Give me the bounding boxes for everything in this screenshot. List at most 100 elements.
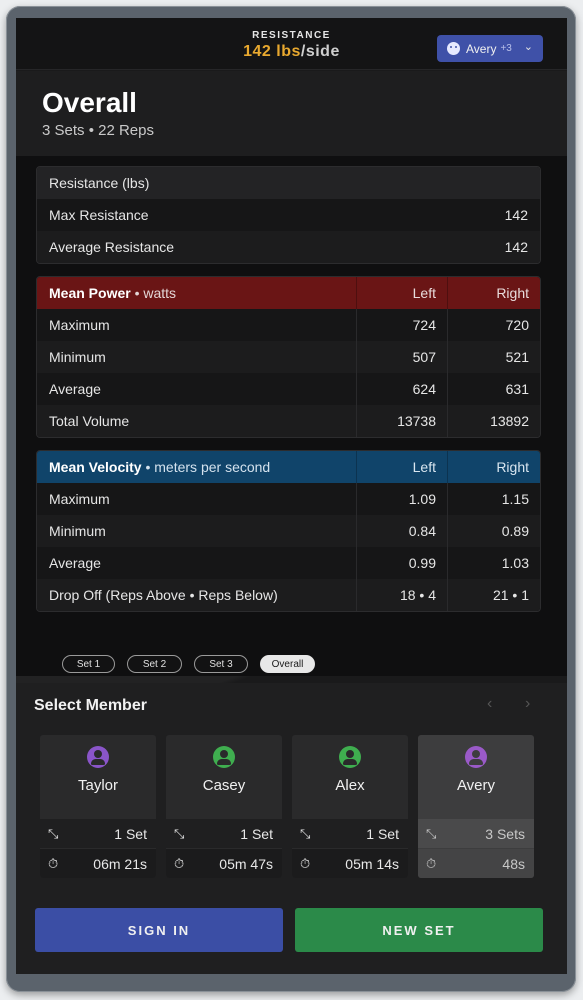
avatar-icon xyxy=(339,746,361,768)
chevron-left-icon[interactable]: ‹ xyxy=(487,695,493,712)
resistance-label: RESISTANCE xyxy=(252,30,331,41)
mean-velocity-unit: • meters per second xyxy=(141,459,271,475)
new-set-button[interactable]: NEW SET xyxy=(295,908,543,952)
tab-set-2[interactable]: Set 2 xyxy=(127,655,182,673)
section-title: Select Member xyxy=(34,697,147,714)
right-value: 0.89 xyxy=(447,515,540,547)
mean-power-title: Mean Power • watts xyxy=(37,285,356,301)
expand-arrows-icon: ⤡ xyxy=(174,825,185,841)
avatar-icon xyxy=(213,746,235,768)
table-row: Average 624 631 xyxy=(37,373,540,405)
expand-arrows-icon: ⤡ xyxy=(426,825,437,841)
member-cards: Taylor ⤡ 1 Set ⏱ 06m 21s Casey ⤡ 1 Set ⏱ 05m… xyxy=(40,735,534,878)
stopwatch-icon: ⏱ xyxy=(174,855,185,871)
column-header-left: Left xyxy=(356,451,447,483)
right-value: 13892 xyxy=(447,405,540,437)
time-value: 48s xyxy=(502,855,525,872)
column-header-left: Left xyxy=(356,277,447,309)
table-row: Minimum 0.84 0.89 xyxy=(37,515,540,547)
member-card-alex[interactable]: Alex ⤡ 1 Set ⏱ 05m 14s xyxy=(292,735,408,878)
avatar-icon xyxy=(465,746,487,768)
member-time: ⏱ 05m 47s xyxy=(166,849,282,878)
member-time: ⏱ 48s xyxy=(418,849,534,878)
top-bar: RESISTANCE 142 lbs/side Avery +3 ⌄ xyxy=(16,18,567,70)
tab-set-3[interactable]: Set 3 xyxy=(194,655,248,673)
user-switcher-button[interactable]: Avery +3 ⌄ xyxy=(437,35,543,62)
member-sets: ⤡ 1 Set xyxy=(292,819,408,848)
stopwatch-icon: ⏱ xyxy=(300,855,311,871)
left-value: 1.09 xyxy=(356,483,447,515)
member-sets: ⤡ 3 Sets xyxy=(418,819,534,848)
row-label: Minimum xyxy=(49,349,106,365)
mean-power-unit: • watts xyxy=(130,285,177,301)
member-sets: ⤡ 1 Set xyxy=(166,819,282,848)
member-sets: ⤡ 1 Set xyxy=(40,819,156,848)
member-name: Taylor xyxy=(77,777,118,794)
column-header-right: Right xyxy=(447,277,540,309)
left-value: 724 xyxy=(356,309,447,341)
expand-arrows-icon: ⤡ xyxy=(300,825,311,841)
mean-velocity-label: Mean Velocity xyxy=(49,459,142,475)
sets-value: 3 Sets xyxy=(485,825,525,842)
avatar-icon xyxy=(87,746,109,768)
row-label: Maximum xyxy=(49,317,110,333)
right-value: 521 xyxy=(447,341,540,373)
row-label: Total Volume xyxy=(49,413,130,429)
resistance-value: 142 lbs xyxy=(243,43,301,60)
row-label: Max Resistance xyxy=(49,207,149,223)
left-value: 18 • 4 xyxy=(356,579,447,611)
table-row: Average Resistance 142 xyxy=(37,231,540,263)
page-subtitle: 3 Sets • 22 Reps xyxy=(42,122,154,139)
left-value: 507 xyxy=(356,341,447,373)
user-face-icon xyxy=(447,42,460,55)
tab-set-1[interactable]: Set 1 xyxy=(62,655,115,673)
table-row: Total Volume 13738 13892 xyxy=(37,405,540,437)
row-label: Minimum xyxy=(49,523,106,539)
summary-header: Overall 3 Sets • 22 Reps xyxy=(16,71,567,156)
time-value: 05m 47s xyxy=(219,855,273,872)
mean-power-label: Mean Power xyxy=(49,285,131,301)
table-row: Drop Off (Reps Above • Reps Below) 18 • … xyxy=(37,579,540,611)
left-value: 624 xyxy=(356,373,447,405)
stopwatch-icon: ⏱ xyxy=(426,855,437,871)
user-name: Avery xyxy=(466,41,497,56)
member-card-taylor[interactable]: Taylor ⤡ 1 Set ⏱ 06m 21s xyxy=(40,735,156,878)
time-value: 06m 21s xyxy=(93,855,147,872)
stopwatch-icon: ⏱ xyxy=(48,855,59,871)
table-row: Max Resistance 142 xyxy=(37,199,540,231)
set-tabs: Set 1 Set 2 Set 3 Overall xyxy=(62,655,315,673)
member-card-avery[interactable]: Avery ⤡ 3 Sets ⏱ 48s xyxy=(418,735,534,878)
resistance-table-title: Resistance (lbs) xyxy=(49,175,150,191)
mean-power-header: Mean Power • watts Left Right xyxy=(37,277,540,309)
row-label: Average xyxy=(49,381,101,397)
table-row: Average 0.99 1.03 xyxy=(37,547,540,579)
mean-velocity-title: Mean Velocity • meters per second xyxy=(37,459,356,475)
member-name: Alex xyxy=(335,777,365,794)
chevron-down-icon: ⌄ xyxy=(523,41,533,53)
right-value: 1.03 xyxy=(447,547,540,579)
resistance-table-header: Resistance (lbs) xyxy=(37,167,540,199)
member-name: Avery xyxy=(456,777,496,794)
sets-value: 1 Set xyxy=(240,825,273,842)
page-title: Overall xyxy=(42,87,137,118)
mean-power-table: Mean Power • watts Left Right Maximum 72… xyxy=(36,276,541,438)
app-screen: RESISTANCE 142 lbs/side Avery +3 ⌄ Overa… xyxy=(16,18,567,974)
mean-velocity-header: Mean Velocity • meters per second Left R… xyxy=(37,451,540,483)
row-label: Average xyxy=(49,555,101,571)
member-card-casey[interactable]: Casey ⤡ 1 Set ⏱ 05m 47s xyxy=(166,735,282,878)
resistance-readout: 142 lbs/side xyxy=(16,43,567,61)
right-value: 21 • 1 xyxy=(447,579,540,611)
right-value: 631 xyxy=(447,373,540,405)
sign-in-button[interactable]: SIGN IN xyxy=(35,908,283,952)
user-extra-count: +3 xyxy=(500,43,512,54)
chevron-right-icon[interactable]: › xyxy=(525,695,531,712)
resistance-table: Resistance (lbs) Max Resistance 142 Aver… xyxy=(36,166,541,264)
sets-value: 1 Set xyxy=(366,825,399,842)
table-row: Maximum 724 720 xyxy=(37,309,540,341)
expand-arrows-icon: ⤡ xyxy=(48,825,59,841)
left-value: 0.99 xyxy=(356,547,447,579)
table-row: Minimum 507 521 xyxy=(37,341,540,373)
member-time: ⏱ 06m 21s xyxy=(40,849,156,878)
row-label: Average Resistance xyxy=(49,239,175,255)
tab-overall[interactable]: Overall xyxy=(260,655,315,673)
